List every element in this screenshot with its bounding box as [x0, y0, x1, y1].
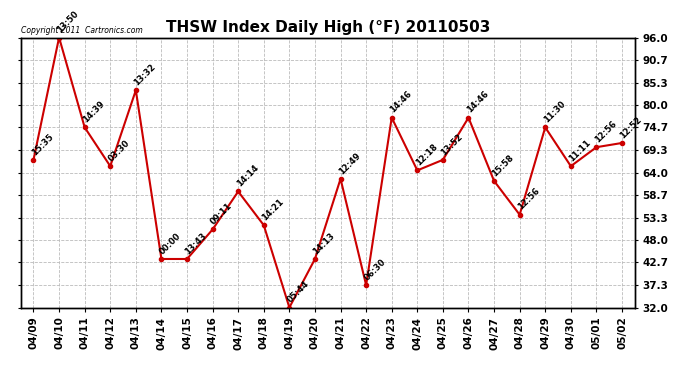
- Text: 11:11: 11:11: [567, 138, 593, 164]
- Title: THSW Index Daily High (°F) 20110503: THSW Index Daily High (°F) 20110503: [166, 20, 490, 35]
- Text: 12:56: 12:56: [516, 186, 542, 212]
- Text: 12:18: 12:18: [414, 142, 439, 168]
- Text: 06:30: 06:30: [362, 257, 388, 282]
- Text: 14:39: 14:39: [81, 99, 106, 124]
- Text: 09:11: 09:11: [209, 201, 234, 226]
- Text: 12:49: 12:49: [337, 151, 362, 176]
- Text: 13:32: 13:32: [132, 62, 157, 87]
- Text: 15:35: 15:35: [30, 132, 55, 157]
- Text: 00:00: 00:00: [158, 231, 183, 256]
- Text: 12:56: 12:56: [593, 119, 618, 144]
- Text: 14:21: 14:21: [260, 197, 286, 222]
- Text: 11:30: 11:30: [542, 99, 567, 124]
- Text: 14:46: 14:46: [465, 90, 491, 115]
- Text: 03:30: 03:30: [107, 138, 132, 164]
- Text: 13:43: 13:43: [184, 231, 208, 256]
- Text: 14:46: 14:46: [388, 90, 413, 115]
- Text: 14:13: 14:13: [311, 231, 337, 256]
- Text: 13:50: 13:50: [55, 9, 81, 35]
- Text: 12:52: 12:52: [618, 115, 644, 140]
- Text: 15:58: 15:58: [491, 153, 515, 178]
- Text: 14:14: 14:14: [235, 164, 260, 189]
- Text: 05:44: 05:44: [286, 279, 311, 305]
- Text: Copyright 2011  Cartronics.com: Copyright 2011 Cartronics.com: [21, 26, 142, 35]
- Text: 13:52: 13:52: [440, 132, 464, 157]
